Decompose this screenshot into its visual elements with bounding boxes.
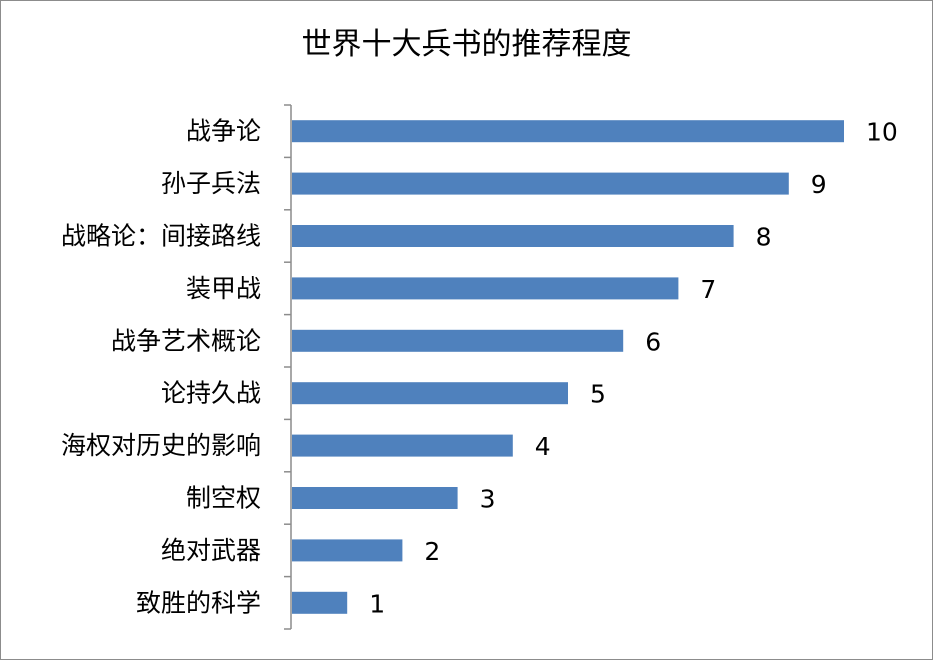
axis-group	[284, 104, 292, 630]
data-label: 10	[866, 118, 898, 147]
data-label: 9	[811, 170, 827, 199]
category-label: 战略论：间接路线	[61, 222, 261, 251]
data-label: 2	[424, 537, 440, 566]
category-label: 装甲战	[186, 274, 261, 303]
category-label: 战争艺术概论	[111, 326, 261, 355]
bar-6	[292, 382, 568, 405]
bar-4	[292, 277, 679, 300]
bar-9	[292, 539, 403, 562]
bars-group	[292, 120, 844, 614]
category-label: 绝对武器	[161, 536, 261, 565]
category-label: 制空权	[186, 484, 261, 513]
category-label: 海权对历史的影响	[61, 431, 261, 460]
category-label: 战争论	[186, 117, 261, 146]
data-label: 1	[369, 589, 385, 618]
data-label: 6	[645, 327, 661, 356]
bar-1	[292, 120, 844, 143]
bar-10	[292, 591, 348, 614]
category-label: 孙子兵法	[161, 169, 261, 198]
bar-5	[292, 329, 624, 352]
chart-title: 世界十大兵书的推荐程度	[301, 27, 632, 62]
data-label: 4	[535, 432, 551, 461]
data-label: 7	[700, 275, 716, 304]
data-label: 3	[480, 485, 496, 514]
category-label: 论持久战	[161, 379, 261, 408]
bar-3	[292, 225, 734, 247]
bar-2	[292, 172, 789, 195]
labels-group: 战争论 10 孙子兵法 9 战略论：间接路线 8 装甲战 7 战争艺术概论 6 论持久战 5 海权对历史…	[61, 117, 898, 619]
category-label: 致胜的科学	[136, 588, 261, 617]
data-label: 5	[590, 380, 606, 409]
bar-8	[292, 487, 458, 509]
data-label: 8	[756, 223, 772, 252]
bar-7	[292, 434, 513, 457]
